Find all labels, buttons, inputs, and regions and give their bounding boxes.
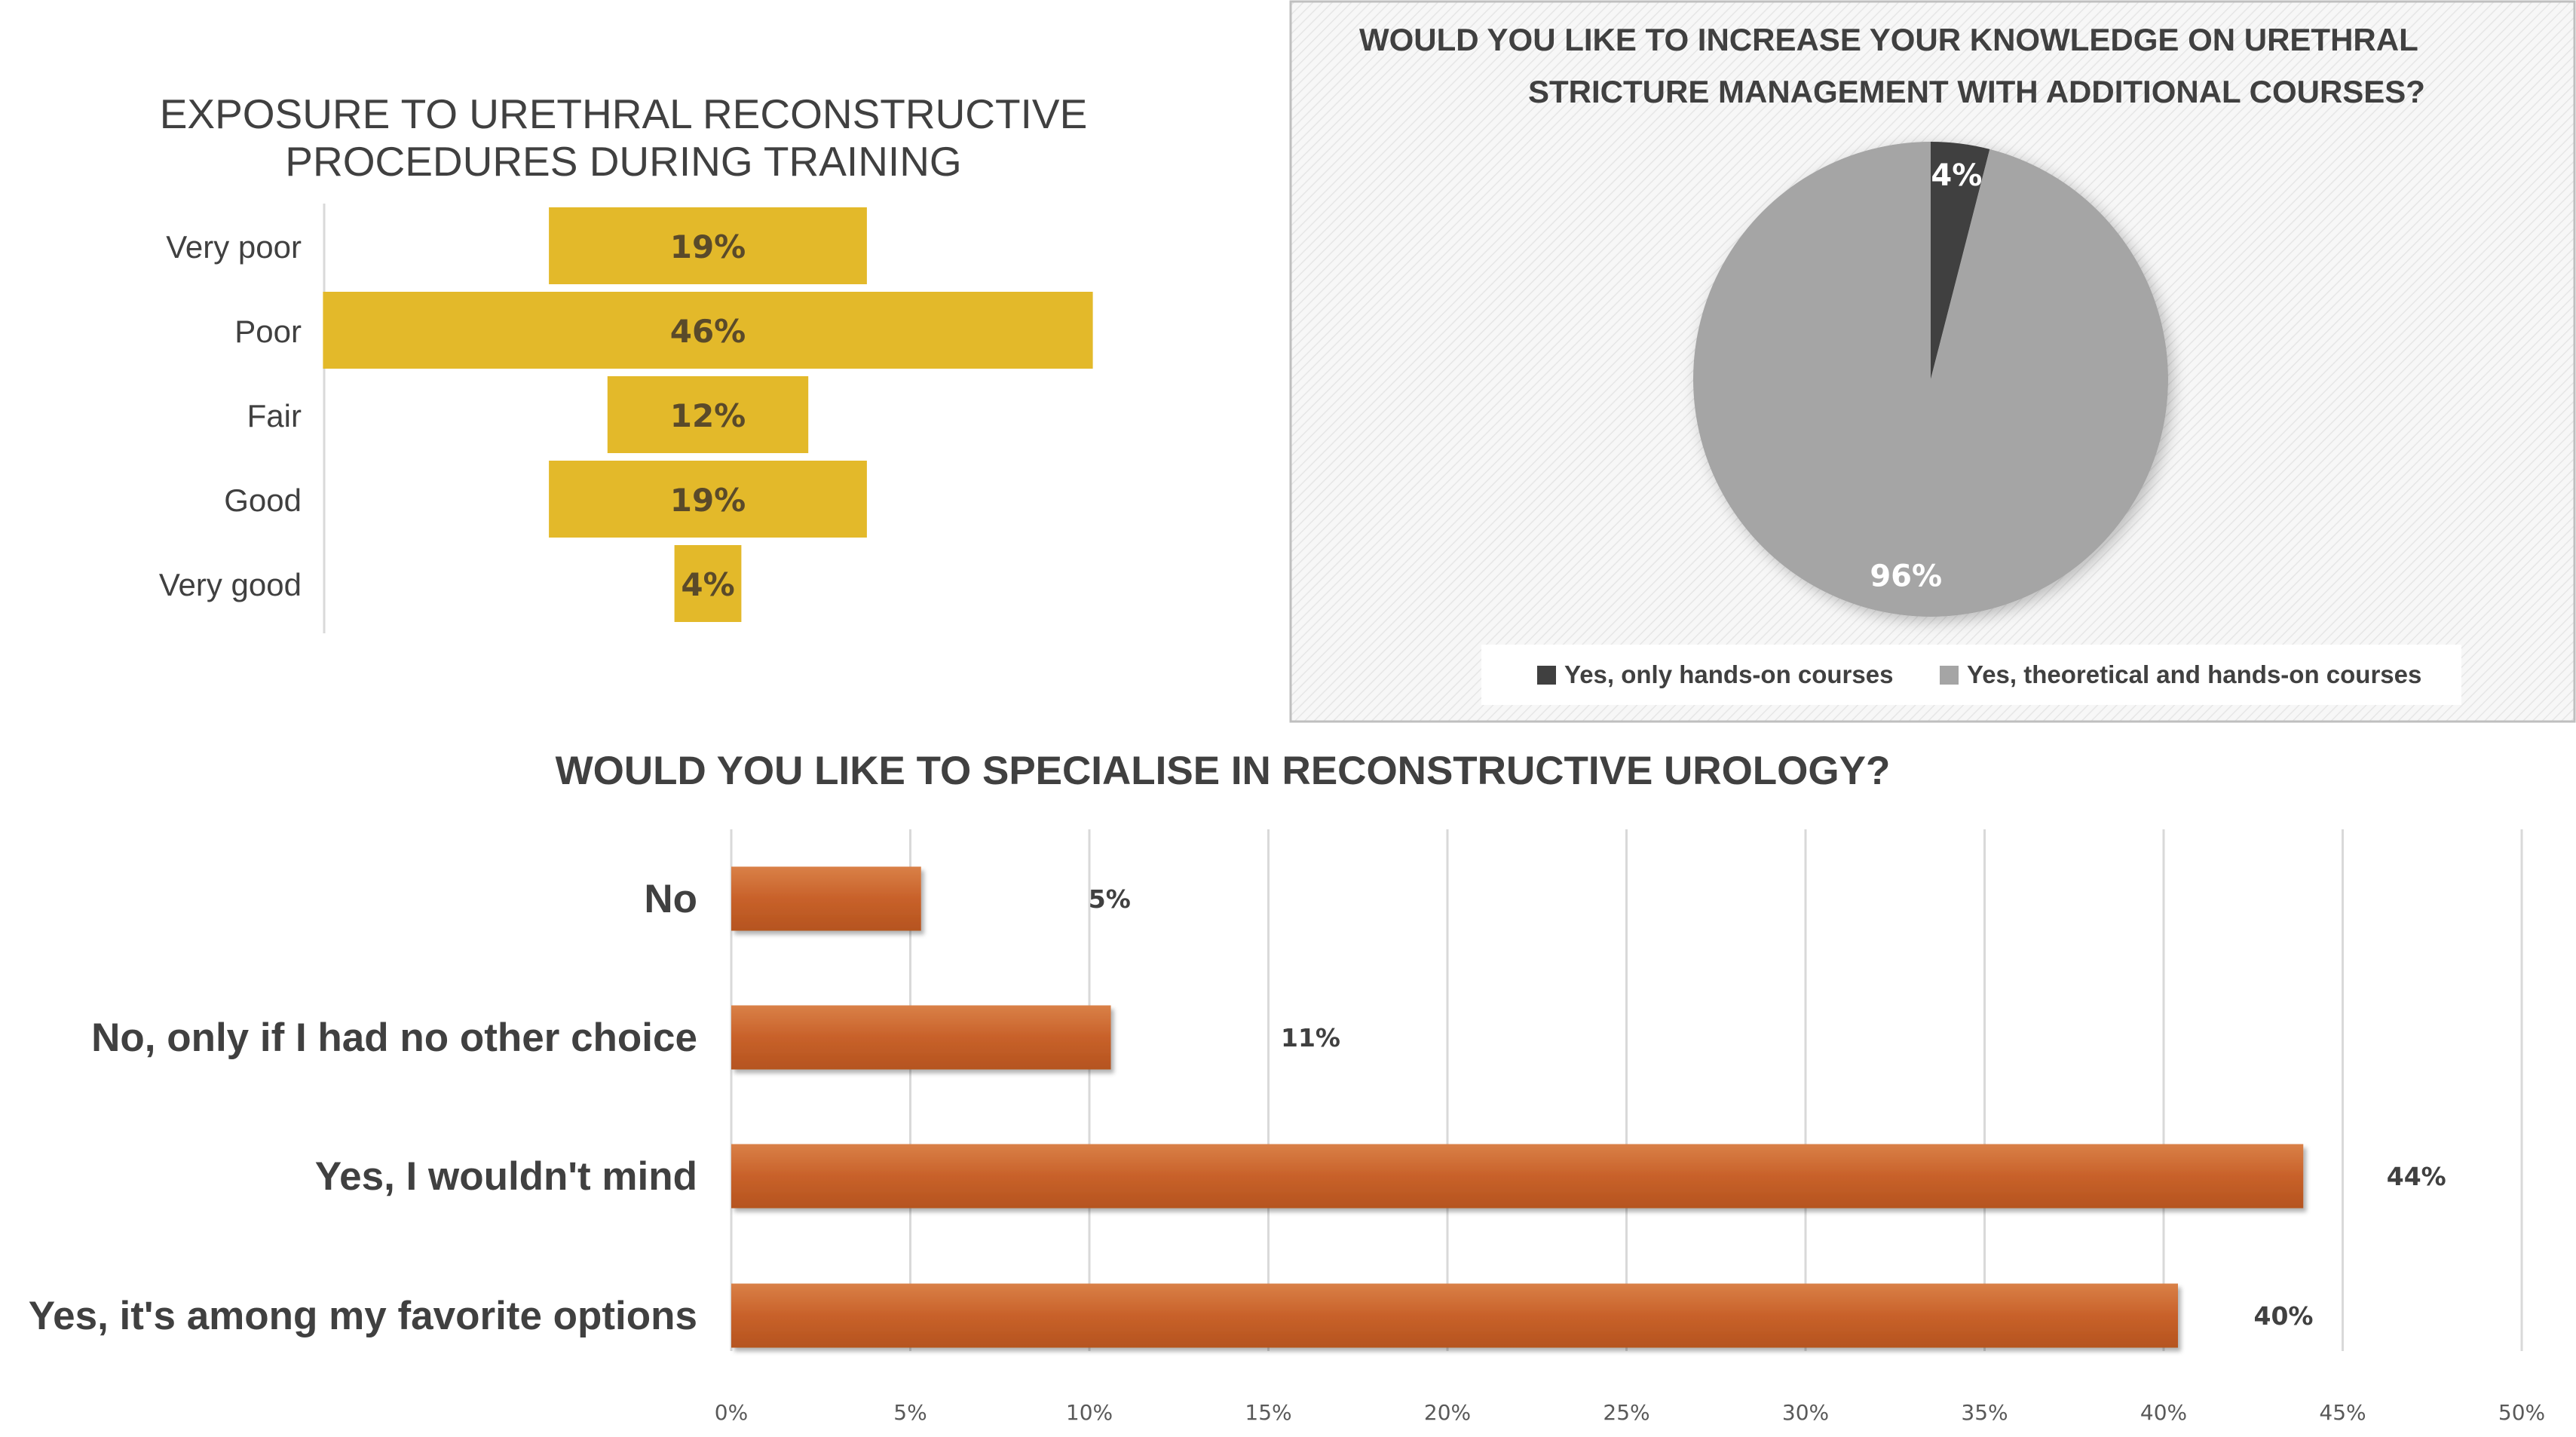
specialise-category-label: Yes, I wouldn't mind bbox=[315, 1154, 697, 1199]
legend-label: Yes, only hands-on courses bbox=[1564, 660, 1893, 688]
specialise-bar bbox=[731, 1144, 2304, 1209]
specialise-category-label: No, only if I had no other choice bbox=[91, 1016, 697, 1060]
exposure-category-label: Very good bbox=[159, 567, 302, 602]
pie-legend-box bbox=[1481, 645, 2461, 705]
exposure-value-label: 19% bbox=[670, 482, 746, 519]
courses-pie-chart: WOULD YOU LIKE TO INCREASE YOUR KNOWLEDG… bbox=[1289, 0, 2576, 723]
x-tick-label: 30% bbox=[1782, 1400, 1829, 1425]
exposure-bar bbox=[549, 207, 867, 284]
exposure-category-label: Very poor bbox=[166, 229, 302, 265]
exposure-category-label: Fair bbox=[247, 398, 302, 434]
pie-slice-label: 96% bbox=[1870, 559, 1942, 593]
x-tick-label: 5% bbox=[893, 1400, 927, 1425]
specialise-category-label: Yes, it's among my favorite options bbox=[29, 1294, 697, 1338]
specialise-value-label: 11% bbox=[1281, 1023, 1340, 1052]
x-tick-label: 10% bbox=[1066, 1400, 1113, 1425]
exposure-category-label: Good bbox=[224, 483, 302, 518]
exposure-chart: EXPOSURE TO URETHRAL RECONSTRUCTIVE PROC… bbox=[159, 90, 1093, 633]
x-tick-label: 50% bbox=[2498, 1400, 2545, 1425]
legend-swatch bbox=[1537, 666, 1556, 685]
exposure-category-label: Poor bbox=[234, 314, 302, 349]
specialise-bar bbox=[731, 866, 921, 931]
exposure-bar bbox=[674, 545, 742, 622]
exposure-title-line-1: EXPOSURE TO URETHRAL RECONSTRUCTIVE bbox=[160, 90, 1088, 137]
x-tick-label: 15% bbox=[1245, 1400, 1291, 1425]
x-tick-label: 20% bbox=[1424, 1400, 1471, 1425]
x-tick-label: 25% bbox=[1603, 1400, 1649, 1425]
pie-slice-label: 4% bbox=[1931, 158, 1982, 193]
legend-label: Yes, theoretical and hands-on courses bbox=[1967, 660, 2421, 688]
specialise-value-label: 40% bbox=[2254, 1301, 2314, 1331]
x-tick-label: 40% bbox=[2140, 1400, 2187, 1425]
specialise-value-label: 44% bbox=[2387, 1162, 2446, 1191]
pie-title-line-2: STRICTURE MANAGEMENT WITH ADDITIONAL COU… bbox=[1528, 74, 2425, 109]
specialise-bar bbox=[731, 1005, 1111, 1070]
specialise-title: WOULD YOU LIKE TO SPECIALISE IN RECONSTR… bbox=[556, 749, 1891, 793]
exposure-title-line-2: PROCEDURES DURING TRAINING bbox=[285, 138, 961, 185]
specialise-bar bbox=[731, 1283, 2178, 1348]
exposure-bar bbox=[549, 461, 867, 538]
legend-swatch bbox=[1940, 666, 1959, 685]
exposure-value-label: 19% bbox=[670, 228, 746, 265]
exposure-bar bbox=[607, 376, 809, 453]
x-tick-label: 45% bbox=[2319, 1400, 2366, 1425]
specialise-chart: WOULD YOU LIKE TO SPECIALISE IN RECONSTR… bbox=[29, 749, 2545, 1425]
exposure-bar bbox=[323, 292, 1093, 369]
pie-slice bbox=[1931, 142, 1990, 379]
exposure-value-label: 12% bbox=[670, 397, 746, 434]
exposure-value-label: 4% bbox=[681, 566, 734, 603]
x-tick-label: 0% bbox=[715, 1400, 748, 1425]
pie-slice bbox=[1692, 142, 2168, 617]
exposure-value-label: 46% bbox=[670, 313, 746, 350]
specialise-value-label: 5% bbox=[1089, 884, 1131, 914]
specialise-category-label: No bbox=[644, 877, 697, 921]
x-tick-label: 35% bbox=[1961, 1400, 2008, 1425]
pie-title-line-1: WOULD YOU LIKE TO INCREASE YOUR KNOWLEDG… bbox=[1359, 22, 2418, 57]
